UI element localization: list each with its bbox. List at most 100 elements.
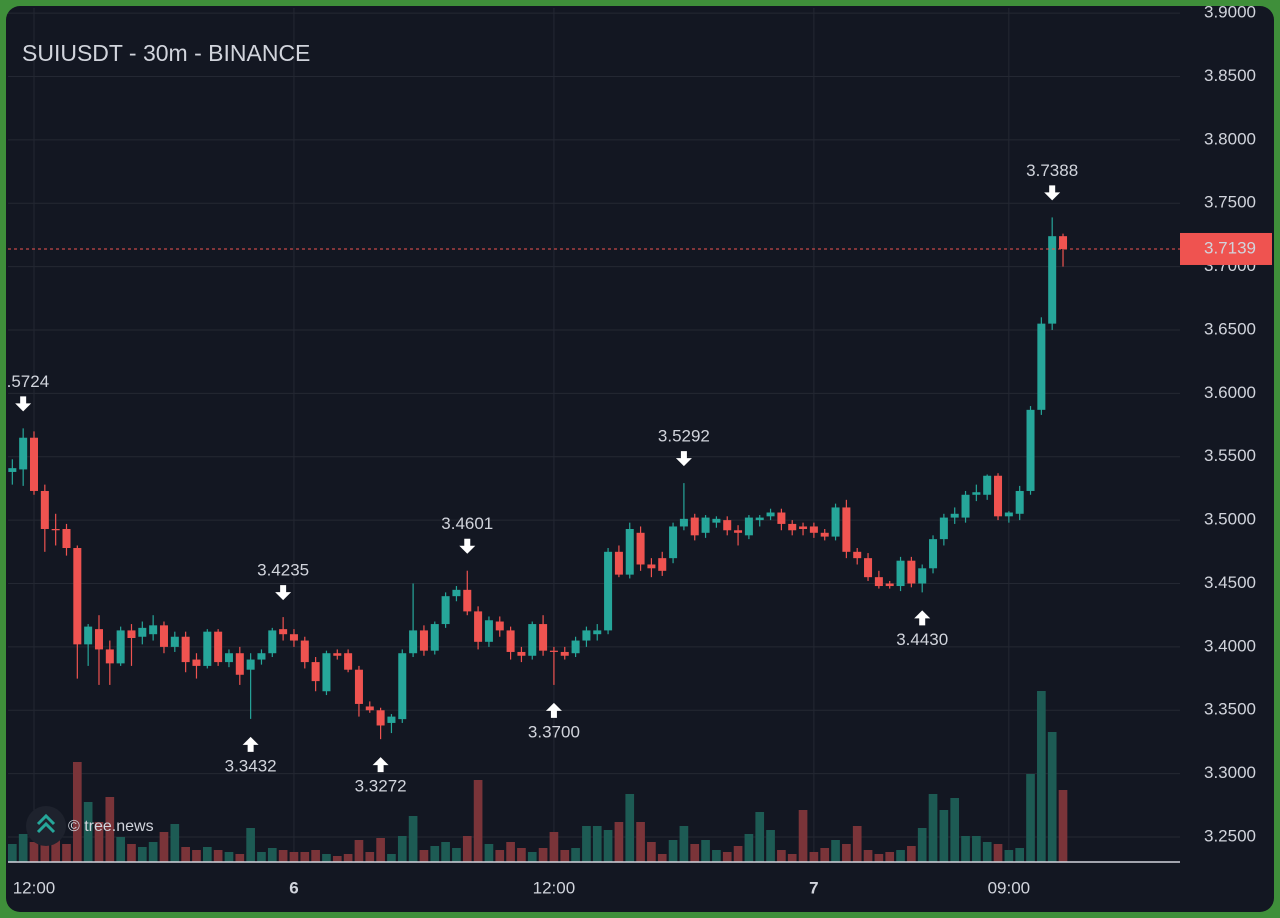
- candle-body: [744, 517, 753, 536]
- volume-bar: [896, 850, 905, 862]
- y-tick-label: 3.5500: [1204, 446, 1256, 465]
- y-tick-label: 3.7500: [1204, 193, 1256, 212]
- volume-bar: [246, 828, 255, 862]
- candle-body: [1015, 490, 1024, 514]
- volume-bar: [105, 797, 115, 862]
- candle-body: [766, 512, 775, 517]
- y-tick-label: 3.8500: [1204, 66, 1256, 85]
- candle-body: [138, 627, 147, 637]
- candle-body: [907, 560, 916, 584]
- annotation-arrow: [242, 736, 259, 752]
- volume-bar: [917, 828, 927, 862]
- candle-body: [419, 630, 428, 651]
- volume-bar: [560, 850, 570, 862]
- candle-body: [430, 624, 439, 651]
- candle-body: [51, 528, 60, 531]
- volume-bar: [354, 840, 364, 862]
- volume-bar: [462, 836, 472, 862]
- volume-bar: [148, 842, 158, 862]
- volume-bar: [668, 840, 678, 862]
- volume-bar: [18, 834, 28, 862]
- candle-body: [539, 624, 548, 651]
- candle-body: [105, 649, 114, 664]
- candle-body: [441, 596, 450, 625]
- volume-bar: [408, 816, 418, 862]
- candle-body: [8, 468, 17, 472]
- volume-bar: [300, 852, 310, 862]
- annotation-arrow: [275, 585, 292, 601]
- annotation-label: 3.4601: [441, 514, 493, 533]
- candle-body: [127, 630, 136, 639]
- candle-body: [864, 558, 873, 578]
- volume-bar: [343, 854, 353, 862]
- candle-body: [484, 620, 493, 642]
- volume-bar: [365, 852, 375, 862]
- volume-bar: [267, 848, 277, 862]
- volume-bar: [755, 812, 765, 862]
- volume-bar: [127, 844, 136, 862]
- volume-bar: [322, 854, 331, 862]
- volume-bar: [907, 846, 916, 862]
- x-tick-label: 12:00: [13, 878, 56, 897]
- candle-body: [333, 653, 342, 656]
- candle-body: [387, 716, 396, 723]
- chart-title: SUIUSDT - 30m - BINANCE: [22, 40, 310, 66]
- volume-bar: [1004, 850, 1014, 862]
- volume-bar: [213, 850, 223, 862]
- y-tick-label: 3.8000: [1204, 129, 1256, 148]
- candle-body: [939, 517, 948, 540]
- volume-bar: [928, 794, 938, 862]
- candle-body: [289, 634, 298, 641]
- volume-bar: [592, 826, 602, 862]
- volume-bar: [257, 852, 266, 862]
- volume-bar: [733, 846, 743, 862]
- candle-body: [614, 551, 623, 575]
- volume-bar: [993, 844, 1003, 862]
- annotation-label: 3.3432: [225, 756, 277, 775]
- volume-bar: [29, 842, 39, 862]
- candle-body: [669, 526, 678, 559]
- candle-body: [40, 490, 49, 529]
- volume-bar: [549, 832, 559, 862]
- volume-bar: [820, 848, 830, 862]
- candle-body: [604, 551, 613, 631]
- volume-bar: [1058, 790, 1068, 862]
- candle-body: [755, 517, 764, 521]
- candle-body: [712, 518, 721, 523]
- candle-body: [549, 650, 558, 652]
- candle-body: [235, 653, 244, 675]
- volume-bar: [289, 852, 299, 862]
- y-tick-label: 3.4000: [1204, 636, 1256, 655]
- volume-bar: [137, 847, 147, 862]
- volume-bar: [83, 802, 93, 862]
- candle-body: [376, 710, 385, 726]
- candle-body: [170, 636, 179, 647]
- volume-bar: [885, 852, 895, 862]
- candle-body: [647, 564, 656, 569]
- candle-body: [246, 659, 255, 670]
- volume-bar: [842, 844, 851, 862]
- candle-body: [409, 630, 418, 654]
- volume-bar: [701, 840, 710, 862]
- candle-body: [29, 437, 39, 491]
- volume-bar: [1026, 774, 1035, 862]
- volume-bar: [441, 842, 450, 862]
- volume-bar: [679, 826, 689, 862]
- candle-body: [625, 528, 634, 575]
- candle-body: [528, 624, 537, 656]
- candle-body: [398, 653, 407, 720]
- volume-bar: [582, 826, 591, 862]
- volume-bar: [387, 854, 396, 862]
- y-tick-label: 3.2500: [1204, 827, 1256, 846]
- y-tick-label: 3.9000: [1204, 3, 1256, 22]
- candle-body: [1059, 236, 1068, 249]
- candle-body: [159, 625, 168, 647]
- annotation-arrow: [459, 538, 476, 554]
- candle-body: [1048, 236, 1057, 324]
- volume-bar: [874, 854, 884, 862]
- candle-body: [181, 636, 190, 663]
- candle-body: [896, 560, 905, 587]
- candle-body: [474, 611, 483, 642]
- annotation-label: 3.3272: [355, 777, 407, 796]
- x-tick-label: 12:00: [533, 878, 576, 897]
